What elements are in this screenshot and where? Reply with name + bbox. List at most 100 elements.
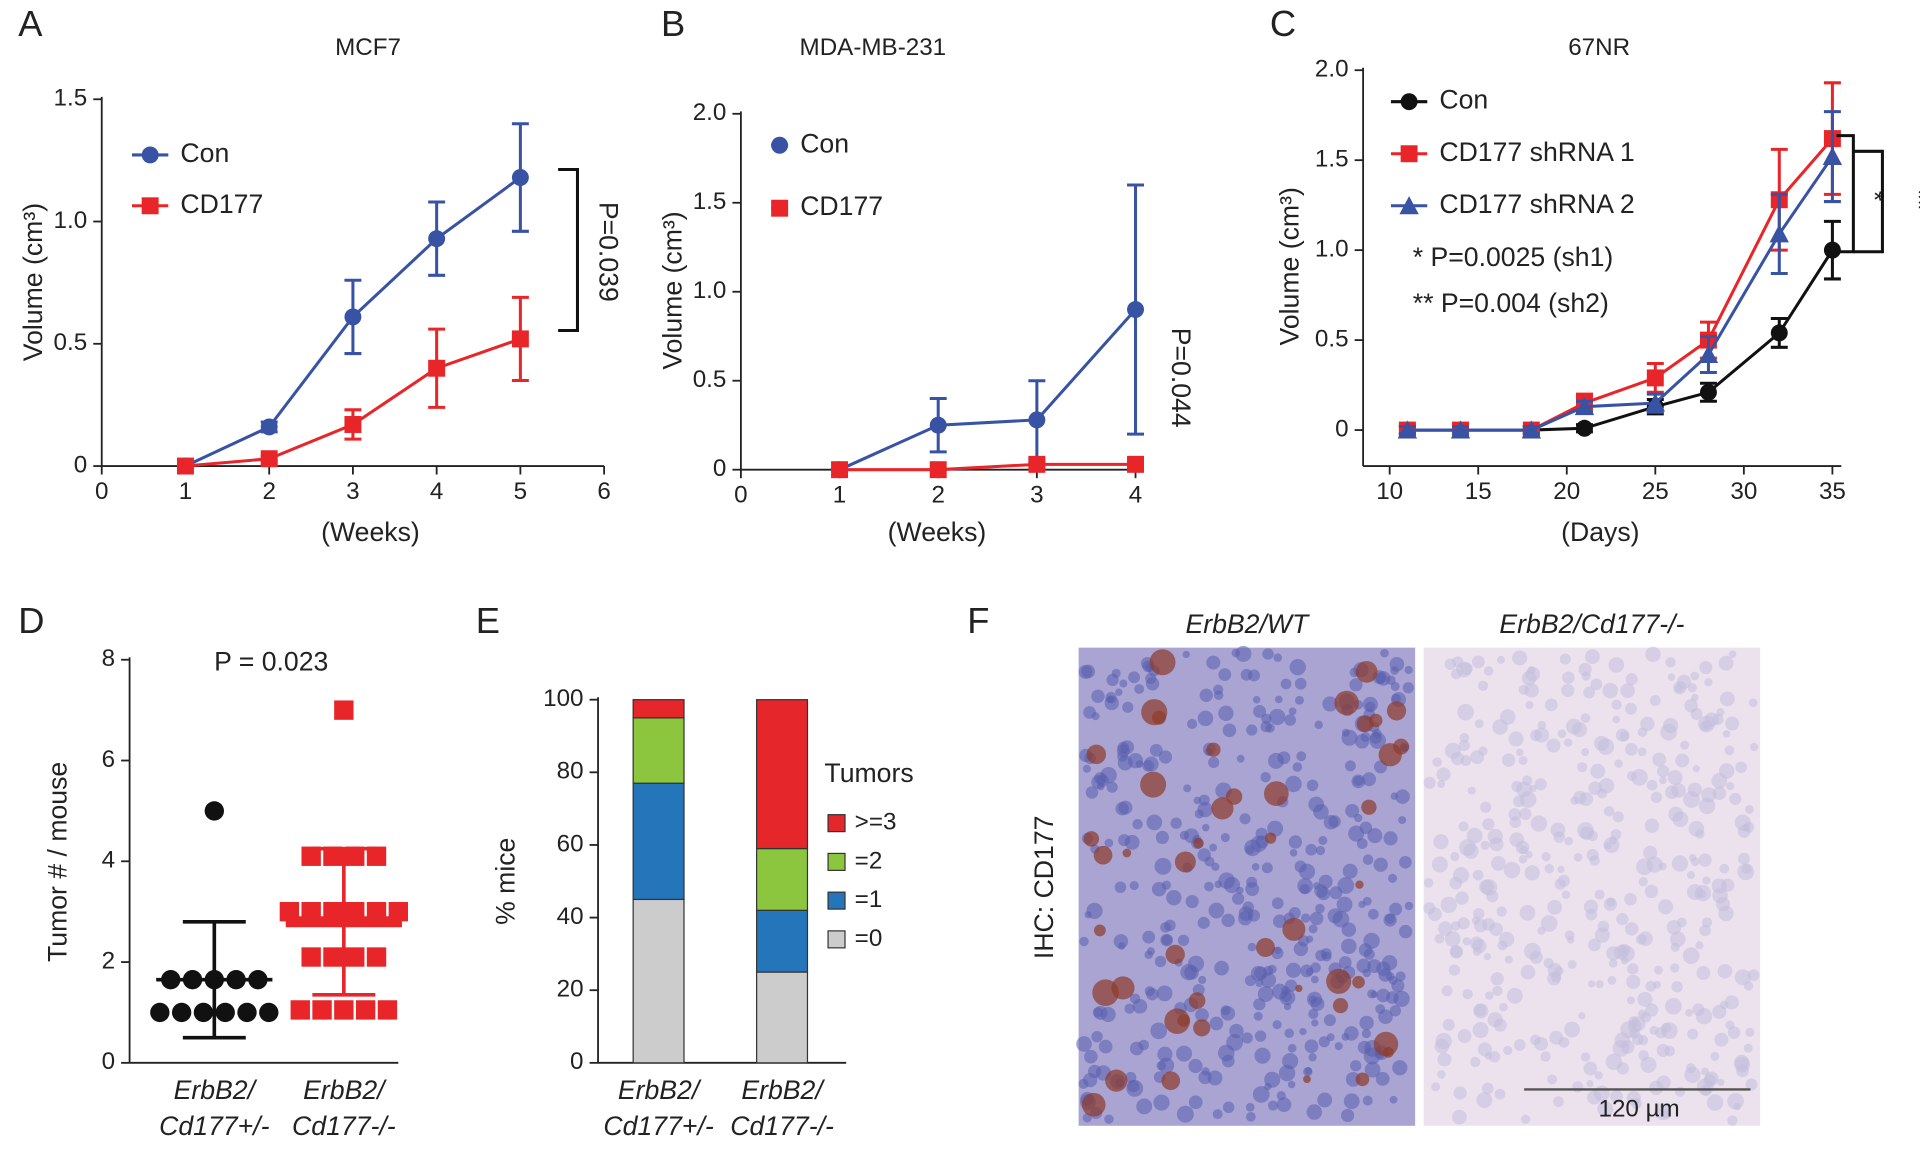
ihc-cell — [1164, 919, 1176, 931]
ihc-cell — [1637, 747, 1647, 757]
ihc-cell — [1223, 876, 1241, 894]
marker — [1645, 393, 1665, 412]
ihc-cell — [1519, 807, 1532, 821]
legend-label: CD177 shRNA 2 — [1439, 189, 1634, 219]
ihc-cell — [1309, 911, 1324, 926]
panel-letter: F — [967, 600, 989, 641]
y-tick-label: 2.0 — [693, 99, 727, 126]
ihc-cell — [1521, 670, 1537, 686]
ihc-cell — [1188, 1058, 1203, 1074]
ihc-cell — [1197, 710, 1214, 727]
ihc-cell — [1630, 1098, 1642, 1109]
ihc-cell — [1278, 1064, 1296, 1082]
ihc-cell — [1643, 845, 1658, 860]
ihc-cell — [1698, 797, 1716, 815]
ihc-cell — [1156, 985, 1173, 1002]
ihc-cell — [1612, 715, 1621, 724]
ihc-cell — [1567, 960, 1577, 969]
ihc-cell — [1357, 1040, 1372, 1054]
ihc-cell — [1343, 1093, 1360, 1110]
ihc-cell — [1612, 811, 1624, 823]
x-tick-label: 2 — [262, 478, 275, 505]
ihc-cell — [1604, 841, 1612, 850]
ihc-cell — [1395, 971, 1406, 982]
legend-label: >=3 — [855, 809, 897, 836]
ihc-stain — [1081, 1092, 1106, 1117]
ihc-cell — [1267, 964, 1277, 974]
ihc-cell — [1504, 955, 1513, 964]
ihc-cell — [1580, 713, 1591, 723]
ihc-cell — [1350, 1060, 1362, 1072]
ihc-cell — [1111, 668, 1121, 678]
ihc-cell — [1719, 863, 1730, 874]
y-tick-label: 0 — [74, 451, 87, 478]
ihc-cell — [1198, 794, 1210, 806]
ihc-cell — [1534, 1036, 1549, 1051]
marker — [323, 947, 343, 967]
ihc-cell — [1341, 938, 1357, 955]
ihc-stain — [1174, 851, 1196, 873]
ihc-cell — [1473, 1003, 1489, 1019]
ihc-cell — [1712, 1004, 1727, 1019]
ihc-cell — [1745, 1078, 1758, 1091]
ihc-stain — [1334, 690, 1359, 716]
ihc-cell — [1656, 1043, 1670, 1058]
ihc-cell — [1741, 864, 1752, 875]
ihc-cell — [1747, 969, 1760, 982]
y-tick-label: 0 — [1335, 415, 1348, 442]
ihc-cell — [1561, 683, 1575, 698]
ihc-cell — [1126, 1079, 1144, 1097]
legend-marker — [1400, 93, 1418, 111]
ihc-cell — [1437, 1052, 1452, 1067]
ihc-cell — [1241, 1032, 1253, 1044]
ihc-cell — [1185, 894, 1199, 909]
bar-segment — [632, 699, 685, 719]
ihc-cell — [1177, 934, 1190, 947]
ihc-cell — [1588, 938, 1601, 952]
significance-bracket — [558, 167, 579, 332]
ihc-cell — [1624, 702, 1637, 715]
ihc-cell — [1334, 1042, 1343, 1051]
ihc-cell — [1154, 955, 1167, 968]
y-tick-label: 2 — [102, 947, 115, 974]
ihc-cell — [1563, 738, 1573, 747]
x-axis-label: (Days) — [1561, 517, 1639, 547]
ihc-cell — [1129, 881, 1139, 891]
ihc-cell — [1649, 1025, 1659, 1035]
marker — [1699, 383, 1717, 401]
ihc-cell — [1717, 963, 1733, 979]
ihc-cell — [1404, 901, 1414, 911]
marker — [511, 330, 529, 348]
ihc-cell — [1616, 912, 1629, 926]
ihc-cell — [1280, 678, 1292, 690]
ihc-cell — [1287, 1043, 1297, 1053]
ihc-cell — [1704, 678, 1713, 687]
y-tick-label: 0.5 — [54, 329, 88, 356]
ihc-cell — [1257, 986, 1274, 1003]
marker — [1127, 301, 1144, 319]
ihc-cell — [1338, 956, 1352, 969]
ihc-cell — [1481, 1082, 1494, 1095]
ihc-cell — [1283, 1002, 1292, 1011]
ihc-cell — [1246, 1111, 1256, 1122]
marker — [1028, 411, 1046, 429]
ihc-cell — [1284, 1028, 1295, 1039]
ihc-cell — [1674, 684, 1684, 693]
ihc-cell — [1158, 750, 1173, 764]
ihc-cell — [1450, 668, 1462, 680]
x-tick-label: Cd177+/- — [603, 1111, 713, 1141]
ihc-cell — [1626, 974, 1641, 989]
ihc-cell — [1594, 1071, 1603, 1080]
ihc-cell — [1680, 740, 1690, 750]
ihc-cell — [1370, 990, 1378, 999]
ihc-cell — [1497, 940, 1508, 951]
significance-bracket — [1853, 149, 1884, 254]
ihc-cell — [1658, 862, 1667, 871]
ihc-cell — [1441, 985, 1453, 997]
marker — [150, 1002, 170, 1023]
ihc-cell — [1431, 856, 1448, 873]
ihc-cell — [1306, 779, 1319, 792]
ihc-cell — [1557, 729, 1567, 739]
ihc-cell — [1212, 1109, 1223, 1120]
y-tick-label: 80 — [557, 758, 584, 785]
